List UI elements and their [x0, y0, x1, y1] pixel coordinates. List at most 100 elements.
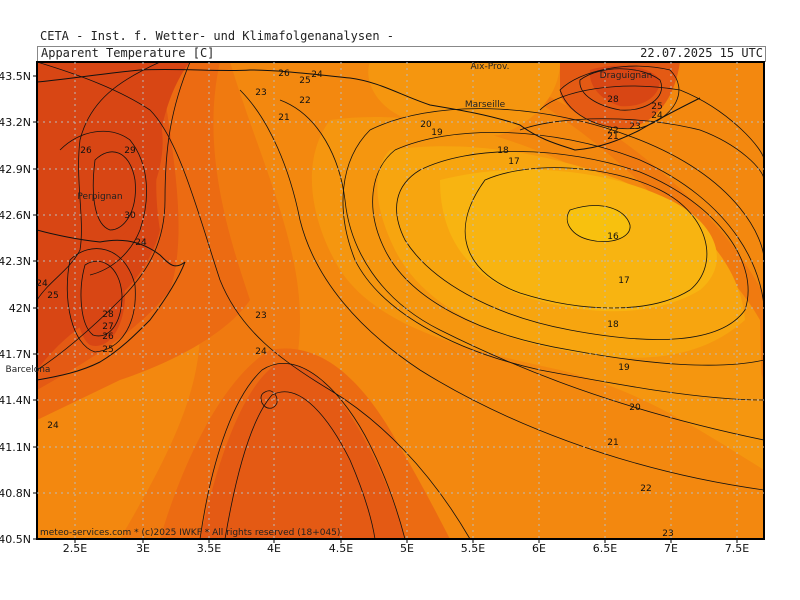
lon-tick-label: 3E — [136, 542, 150, 555]
field-zone-28-pyrenees — [89, 137, 140, 240]
lat-tick-label: 40.5N — [0, 533, 31, 546]
contour-value-label: 30 — [124, 211, 136, 221]
lat-tick-label: 42.9N — [0, 163, 31, 176]
isoline-16 — [566, 205, 631, 242]
contour-value-label: 21 — [607, 438, 618, 448]
shaded-field — [37, 62, 764, 539]
lon-tick-label: 6E — [532, 542, 546, 555]
graticule — [37, 62, 764, 539]
isoline-28w — [92, 151, 136, 231]
lat-tick-label: 41.1N — [0, 441, 31, 454]
isoline-22e — [539, 85, 764, 161]
contour-value-label: 25 — [299, 76, 310, 86]
contour-value-label: 24 — [135, 238, 147, 248]
latitude-labels: 43.5N 43.2N 42.9N 42.6N 42.3N 42N 41.7N 41.4N 41… — [0, 70, 31, 546]
field-zone-20-north — [368, 62, 560, 137]
contour-value-label: 24 — [255, 347, 267, 357]
lon-tick-label: 6.5E — [593, 542, 617, 555]
lat-tick-label: 42N — [9, 302, 31, 315]
contour-value-label: 26 — [278, 69, 290, 79]
lat-tick-label: 40.8N — [0, 487, 31, 500]
contour-value-label: 23 — [662, 529, 673, 539]
lon-tick-label: 2.5E — [63, 542, 87, 555]
contour-value-label: 19 — [618, 363, 630, 373]
contour-value-label: 24 — [311, 70, 323, 80]
contour-value-label: 26 — [102, 332, 114, 342]
contour-value-label: 19 — [431, 128, 443, 138]
isoline-25w — [37, 62, 161, 301]
contour-value-label: 25 — [651, 102, 662, 112]
isoline-28c — [80, 260, 123, 337]
contour-value-label: 18 — [497, 146, 509, 156]
city-label: Aix-Prov. — [471, 62, 510, 72]
isoline-21 — [279, 99, 764, 441]
copyright-footer: meteo-services.com * (c)2025 IWKF * All … — [40, 528, 340, 538]
lat-tick-label: 41.7N — [0, 348, 31, 361]
contour-value-label: 29 — [124, 146, 136, 156]
contour-value-label: 22 — [299, 96, 310, 106]
isoline-24e — [559, 65, 680, 130]
lon-tick-label: 3.5E — [197, 542, 221, 555]
contour-value-label: 24 — [36, 279, 48, 289]
contour-value-label: 24 — [651, 111, 663, 121]
contour-value-label: 24 — [47, 421, 59, 431]
valid-datetime: 22.07.2025 15 UTC — [640, 46, 763, 60]
isolines — [37, 62, 764, 539]
contour-value-label: 17 — [618, 276, 629, 286]
contour-value-label: 25 — [47, 291, 58, 301]
contour-value-label: 22 — [640, 484, 651, 494]
lon-tick-label: 4E — [267, 542, 281, 555]
lon-tick-label: 5.5E — [461, 542, 485, 555]
isoline-24s — [224, 391, 376, 539]
contour-value-label: 16 — [607, 232, 619, 242]
contour-value-label: 27 — [102, 322, 113, 332]
lon-tick-label: 4.5E — [329, 542, 353, 555]
contour-value-label: 26 — [80, 146, 92, 156]
field-zone-28-catalonia — [75, 249, 125, 346]
contour-value-label: 18 — [607, 320, 619, 330]
contour-value-label: 20 — [629, 403, 641, 413]
isoline-19 — [372, 131, 764, 366]
contour-value-label: 23 — [629, 122, 640, 132]
contour-value-label: 17 — [508, 157, 519, 167]
isoline-20 — [342, 108, 764, 401]
lon-tick-label: 7E — [664, 542, 678, 555]
coastline-catalonia — [37, 261, 186, 381]
contour-value-label: 22 — [607, 126, 618, 136]
isoline-22 — [239, 89, 764, 491]
lon-tick-label: 7.5E — [725, 542, 749, 555]
header-line: CETA - Inst. f. Wetter- und Klimafolgena… — [40, 29, 395, 43]
isoline-21e — [519, 118, 764, 181]
contour-value-label: 21 — [607, 132, 618, 142]
field-zone-16 — [440, 169, 717, 312]
contour-value-label: 21 — [278, 113, 289, 123]
lat-tick-label: 41.4N — [0, 394, 31, 407]
lat-tick-label: 42.6N — [0, 209, 31, 222]
contour-value-label: 28 — [607, 95, 619, 105]
city-label: Marseille — [465, 100, 506, 110]
isoline-26c — [66, 248, 136, 353]
contour-value-label: 23 — [255, 88, 266, 98]
city-label: Draguignan — [600, 71, 653, 81]
isoline-23s — [199, 363, 406, 539]
city-labels: Aix-Prov. Marseille Draguignan Perpignan Bar… — [6, 62, 653, 375]
city-label: Barcelona — [6, 365, 51, 375]
coastline — [37, 68, 701, 381]
isoline-26e — [579, 68, 662, 111]
isoline-17 — [464, 167, 708, 309]
isoline-23 — [37, 62, 471, 539]
contour-value-label: 23 — [255, 311, 266, 321]
lat-tick-label: 42.3N — [0, 255, 31, 268]
contour-value-label: 28 — [102, 310, 114, 320]
contour-value-label: 20 — [420, 120, 432, 130]
plot-frame — [36, 61, 765, 540]
product-title: Apparent Temperature [C] — [41, 46, 215, 60]
coastline-gulf-of-lion — [37, 68, 701, 267]
lon-tick-label: 5E — [400, 542, 414, 555]
lat-tick-label: 43.5N — [0, 70, 31, 83]
contour-value-label: 25 — [102, 345, 113, 355]
axis-ticks — [33, 75, 738, 543]
field-zone-24-south — [200, 363, 405, 539]
